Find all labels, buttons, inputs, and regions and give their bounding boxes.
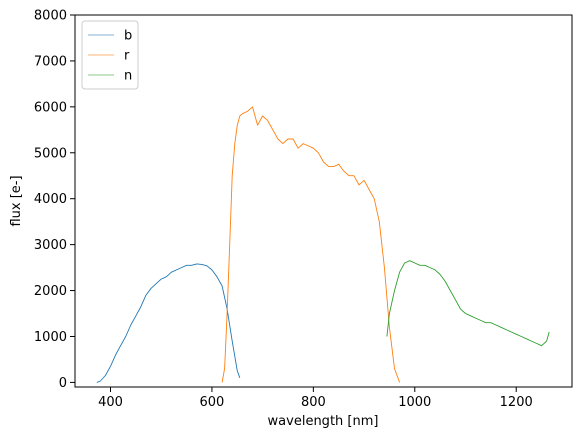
y-tick-label: 0: [59, 376, 67, 391]
x-tick-label: 1000: [398, 395, 431, 410]
plot-frame: [74, 14, 573, 388]
legend-label-b: b: [124, 29, 132, 44]
legend-label-n: n: [124, 69, 132, 84]
legend: brn: [81, 20, 139, 90]
legend-label-r: r: [124, 49, 130, 64]
y-tick-label: 1000: [34, 330, 67, 345]
x-tick-label: 600: [200, 395, 225, 410]
y-tick-label: 4000: [34, 192, 67, 207]
series-line-r: [221, 106, 401, 383]
series-layer: [96, 106, 550, 383]
x-axis-label: wavelength [nm]: [268, 414, 379, 429]
y-tick-label: 3000: [34, 238, 67, 253]
y-axis: 0 1000 2000 3000 4000 5000 6000 7000 8000: [34, 9, 75, 391]
legend-box: [81, 20, 139, 90]
y-tick-label: 5000: [34, 146, 67, 161]
x-tick-label: 1200: [500, 395, 533, 410]
y-tick-label: 6000: [34, 100, 67, 115]
y-tick-label: 8000: [34, 9, 67, 24]
y-tick-label: 2000: [34, 284, 67, 299]
series-line-b: [96, 263, 241, 383]
x-tick-label: 400: [98, 395, 123, 410]
series-line-n: [386, 260, 550, 347]
y-axis-label: flux [e-]: [9, 175, 24, 226]
x-axis: 400 600 800 1000 1200: [98, 387, 533, 410]
x-tick-label: 800: [301, 395, 326, 410]
y-tick-label: 7000: [34, 54, 67, 69]
